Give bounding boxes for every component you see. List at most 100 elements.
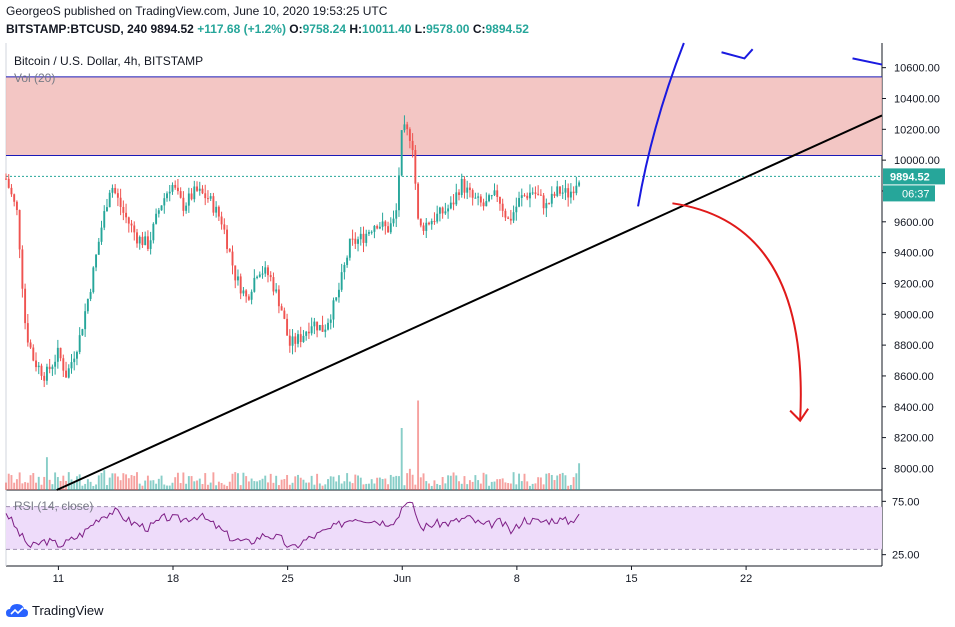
y-tick-label: 8200.00 xyxy=(894,433,934,445)
price-chart[interactable]: 75.00 25.00 10600.00 10400.00 10200.00 10000… xyxy=(0,40,955,600)
candle-body xyxy=(54,361,57,367)
volume-bar xyxy=(70,479,73,490)
candle-body xyxy=(209,196,212,199)
volume-bar xyxy=(13,482,16,490)
volume-bar xyxy=(539,477,542,490)
tradingview-logo[interactable]: TradingView xyxy=(6,603,104,618)
candle-body xyxy=(512,212,515,221)
candle-body xyxy=(337,289,340,298)
candle-body xyxy=(556,186,559,196)
candle-body xyxy=(125,212,128,218)
volume-bar xyxy=(288,484,291,490)
volume-bar xyxy=(512,472,515,490)
candle-body xyxy=(479,196,482,203)
candle-body xyxy=(417,183,420,219)
x-tick-label: 22 xyxy=(740,573,752,585)
volume-bar xyxy=(201,484,204,490)
volume-bar xyxy=(141,485,144,490)
volume-bar xyxy=(327,479,329,490)
symbol-label: BITSTAMP:BTCUSD, 240 xyxy=(6,22,148,36)
candle-body xyxy=(526,195,529,199)
cloud-icon xyxy=(6,603,28,617)
volume-bar xyxy=(160,475,163,490)
candle-body xyxy=(114,187,117,194)
candle-body xyxy=(291,336,294,346)
volume-bar xyxy=(127,478,130,490)
volume-bar xyxy=(307,482,310,490)
candle-body xyxy=(449,202,452,209)
rsi-line xyxy=(5,501,580,549)
candle-body xyxy=(316,321,319,331)
y-tick-label: 9000.00 xyxy=(894,309,934,321)
volume-bar xyxy=(237,473,239,490)
volume-bar xyxy=(253,481,256,490)
volume-bar xyxy=(196,480,198,490)
open-value: 9758.24 xyxy=(302,22,347,36)
candle-body xyxy=(228,248,231,252)
candle-body xyxy=(21,249,24,289)
candle-body xyxy=(45,366,48,381)
candle-body xyxy=(572,191,575,194)
volume-bar xyxy=(332,476,335,490)
candle-body xyxy=(261,273,264,275)
volume-bar xyxy=(373,483,376,490)
volume-bar xyxy=(387,484,390,490)
volume-bar xyxy=(297,474,299,490)
open-label: O: xyxy=(289,22,303,36)
candle-body xyxy=(258,274,261,277)
candle-body xyxy=(89,292,92,299)
candle-body xyxy=(529,192,531,199)
volume-bar xyxy=(340,483,343,490)
candle-body xyxy=(348,238,351,258)
candle-body xyxy=(51,366,54,370)
candle-body xyxy=(133,225,136,233)
candle-body xyxy=(187,193,190,206)
volume-bar xyxy=(408,468,411,490)
candle-body xyxy=(136,232,138,244)
volume-bar xyxy=(15,479,18,490)
candle-body xyxy=(7,178,10,188)
candle-body xyxy=(463,178,466,193)
volume-bar xyxy=(190,476,193,490)
volume-bar xyxy=(245,476,248,490)
candle-body xyxy=(250,291,253,300)
last-price-badge xyxy=(883,168,945,185)
volume-bar xyxy=(81,485,84,490)
x-tick-label: 18 xyxy=(167,573,179,585)
volume-bar xyxy=(523,473,526,490)
candle-body xyxy=(106,207,108,212)
candle-body xyxy=(103,211,106,228)
volume-bar xyxy=(286,474,289,490)
volume-bar xyxy=(26,482,29,490)
candle-body xyxy=(408,129,411,141)
volume-bar xyxy=(381,478,384,490)
volume-bar xyxy=(305,482,308,490)
volume-bar xyxy=(103,470,106,490)
volume-bar xyxy=(452,472,455,490)
volume-bar xyxy=(272,482,275,490)
volume-bar xyxy=(114,473,117,490)
candle-body xyxy=(204,193,207,199)
candle-body xyxy=(428,222,430,225)
volume-bar xyxy=(37,476,40,490)
volume-bar xyxy=(256,481,259,490)
candle-body xyxy=(24,288,27,324)
volume-bar xyxy=(291,482,294,490)
volume-bar xyxy=(485,474,488,490)
candle-body xyxy=(455,192,458,205)
candle-body xyxy=(201,188,204,194)
candle-body xyxy=(340,272,343,290)
volume-bar xyxy=(515,484,518,490)
volume-bar xyxy=(490,481,493,490)
candle-body xyxy=(168,191,171,194)
volume-bar xyxy=(21,483,24,490)
volume-bar xyxy=(56,477,59,490)
y-tick-label: 8800.00 xyxy=(894,340,934,352)
blue-arrowhead xyxy=(852,57,883,66)
volume-bar xyxy=(138,483,141,490)
volume-bar xyxy=(193,481,196,490)
candle-body xyxy=(269,275,272,278)
candle-body xyxy=(490,195,493,197)
y-tick-label: 10000.00 xyxy=(894,155,940,167)
candle-body xyxy=(569,191,572,198)
